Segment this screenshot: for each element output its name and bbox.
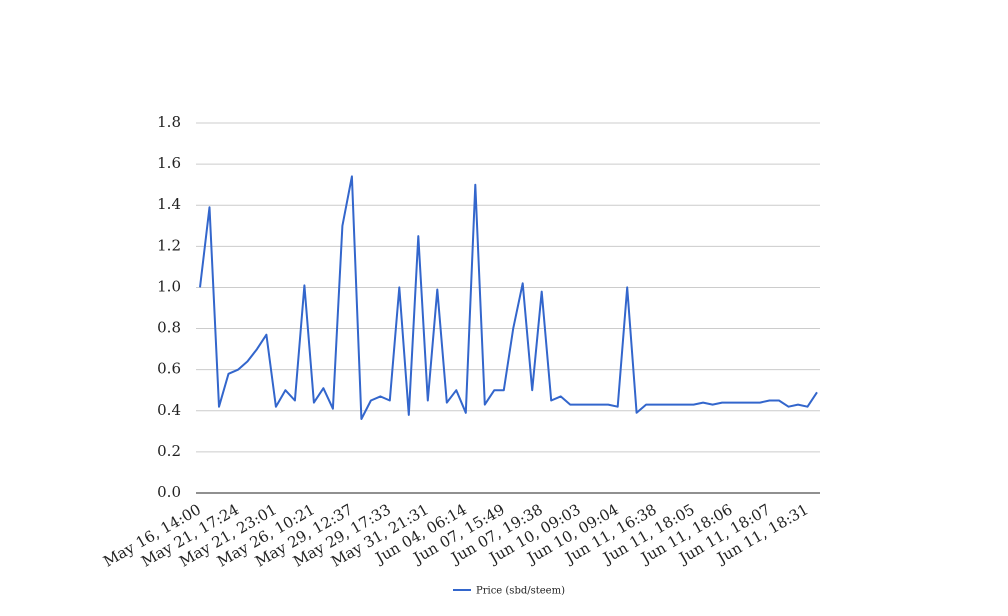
y-tick-label: 1.0 xyxy=(157,277,181,295)
y-tick-label: 0.8 xyxy=(157,319,181,337)
y-tick-label: 1.4 xyxy=(157,195,181,213)
y-tick-label: 0.4 xyxy=(157,401,181,419)
legend-label: Price (sbd/steem) xyxy=(476,586,565,597)
y-tick-label: 0.6 xyxy=(157,360,181,378)
y-tick-label: 0.2 xyxy=(157,442,181,460)
y-tick-label: 0.0 xyxy=(157,483,181,501)
y-tick-label: 1.2 xyxy=(157,236,181,254)
y-tick-label: 1.6 xyxy=(157,154,181,172)
y-tick-label: 1.8 xyxy=(157,113,181,131)
line-series xyxy=(199,175,818,420)
